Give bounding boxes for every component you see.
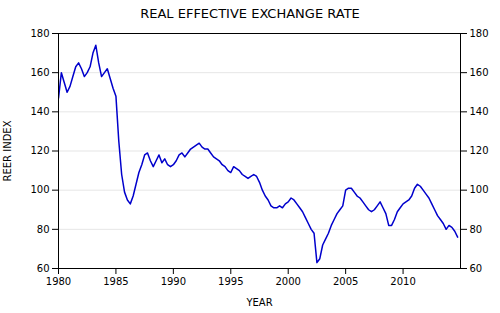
svg-text:100: 100 <box>30 184 49 195</box>
svg-text:2000: 2000 <box>275 276 300 287</box>
svg-text:160: 160 <box>30 67 49 78</box>
svg-text:160: 160 <box>470 67 489 78</box>
svg-text:100: 100 <box>470 184 489 195</box>
svg-text:120: 120 <box>30 145 49 156</box>
svg-text:120: 120 <box>470 145 489 156</box>
svg-text:2005: 2005 <box>333 276 358 287</box>
svg-text:2010: 2010 <box>390 276 415 287</box>
svg-text:180: 180 <box>30 28 49 39</box>
svg-text:REER INDEX: REER INDEX <box>2 120 13 181</box>
svg-text:60: 60 <box>470 263 483 274</box>
svg-text:140: 140 <box>30 106 49 117</box>
svg-text:1980: 1980 <box>46 276 71 287</box>
svg-text:60: 60 <box>37 263 50 274</box>
html-text:REAL EFFECTIVE EXCHANGE RATE: REAL EFFECTIVE EXCHANGE RATE <box>140 6 360 21</box>
svg-text:80: 80 <box>37 224 50 235</box>
svg-text:180: 180 <box>470 28 489 39</box>
svg-text:YEAR: YEAR <box>245 297 272 308</box>
svg-text:140: 140 <box>470 106 489 117</box>
svg-text:1985: 1985 <box>103 276 128 287</box>
svg-text:1990: 1990 <box>161 276 186 287</box>
svg-text:80: 80 <box>470 224 483 235</box>
svg-text:1995: 1995 <box>218 276 243 287</box>
